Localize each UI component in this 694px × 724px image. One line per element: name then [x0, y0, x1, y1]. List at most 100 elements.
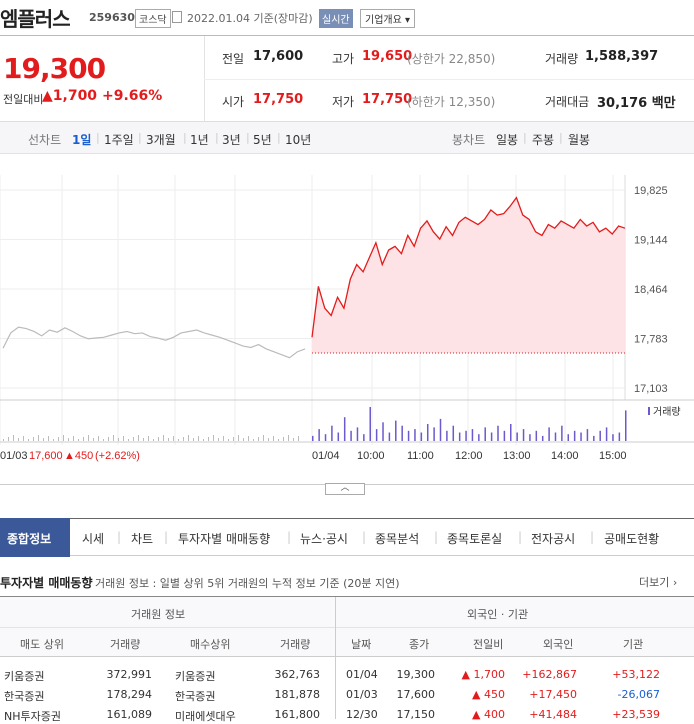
volume-bar: [103, 439, 104, 441]
candle-tab-weekly[interactable]: 주봉: [532, 133, 555, 147]
y-tick-label: 19,144: [634, 235, 668, 247]
nav-tab-disclosure[interactable]: 전자공시: [531, 532, 576, 546]
nav-tab-overview[interactable]: 종합정보: [7, 532, 52, 546]
period-tab-10y[interactable]: 10년: [285, 133, 312, 147]
col-close: 종가: [409, 638, 430, 651]
stock-code: 259630: [89, 11, 135, 24]
volume-bar: [529, 434, 531, 441]
realtime-button[interactable]: 실시간: [319, 9, 353, 28]
volume-bar: [407, 430, 410, 441]
volume-bar: [283, 437, 284, 441]
volume-bar: [490, 432, 493, 441]
base-date: 2022.01.04 기준(장마감): [187, 12, 313, 25]
high-price: 19,650: [362, 49, 413, 64]
volume-bar: [484, 427, 486, 441]
col-change: 전일비: [473, 638, 504, 651]
prev-day-date: 01/03: [0, 450, 28, 462]
col-date: 날짜: [351, 638, 372, 651]
volume-bar: [238, 435, 239, 441]
nav-tab-analysis[interactable]: 종목분석: [375, 532, 420, 546]
volume-bar: [618, 432, 621, 441]
volume-bar: [298, 436, 299, 441]
lower-limit: (하한가 12,350): [407, 95, 496, 109]
volume-bar: [497, 425, 499, 441]
cell-sell: NH투자증권: [4, 710, 61, 723]
nav-tab-chart[interactable]: 차트: [131, 532, 154, 546]
volume-bar: [580, 432, 582, 441]
nav-tab-investor[interactable]: 투자자별 매매동향: [178, 532, 271, 546]
x-tick-label: 10:00: [357, 450, 385, 462]
candle-tab-daily[interactable]: 일봉: [496, 133, 519, 147]
market-badge: 코스닥: [135, 9, 171, 28]
volume-bar: [63, 435, 64, 441]
volume-bar: [593, 435, 595, 441]
table-top-border: [0, 596, 694, 597]
volume-bar: [203, 439, 204, 441]
volume-bar: [548, 427, 550, 441]
volume-bar: [541, 435, 544, 441]
volume-bar: [243, 438, 244, 441]
cell-buy-vol: 161,800: [274, 708, 321, 721]
volume-bar: [148, 436, 149, 441]
chart-collapse-button[interactable]: ︿: [325, 483, 365, 495]
period-tab-3m[interactable]: 3개월: [146, 133, 176, 147]
divider: [0, 627, 694, 628]
divider: [204, 79, 694, 80]
x-tick-label: 12:00: [455, 450, 483, 462]
prev-day-close: 17,600: [29, 450, 63, 462]
volume-bar: [268, 438, 269, 441]
nav-tab-discussion[interactable]: 종목토론실: [447, 532, 503, 546]
volume-bar: [331, 425, 333, 441]
period-tab-1y[interactable]: 1년: [190, 133, 209, 147]
volume-bar: [535, 430, 538, 441]
period-tab-3y[interactable]: 3년: [222, 133, 241, 147]
section-title: 투자자별 매매동향: [0, 576, 93, 590]
volume-bar: [183, 437, 184, 441]
today-line: [311, 196, 626, 338]
candle-tab-monthly[interactable]: 월봉: [568, 133, 591, 147]
cell-buy-vol: 181,878: [274, 688, 321, 701]
period-tab-1d[interactable]: 1일: [72, 133, 92, 147]
divider: [335, 597, 336, 719]
prev-day-change: ▲450: [64, 450, 93, 462]
more-link[interactable]: 더보기 ›: [639, 576, 678, 589]
volume-bar: [516, 432, 518, 441]
volume-bar: [93, 438, 94, 441]
low-price: 17,750: [362, 92, 413, 107]
cell-buy: 미래에셋대우: [175, 710, 236, 723]
corp-info-dropdown[interactable]: 기업개요 ▾: [360, 9, 415, 28]
cell-buy-vol: 362,763: [274, 668, 321, 681]
volume-bar: [426, 424, 429, 441]
period-tab-1w[interactable]: 1주일: [104, 133, 134, 147]
volume-bar: [133, 437, 134, 441]
cell-close: 17,600: [396, 688, 436, 701]
volume-bar: [369, 407, 371, 441]
volume-bar: [198, 436, 199, 441]
volume-bar: [218, 438, 219, 441]
group-header-broker: 거래원 정보: [131, 608, 186, 621]
volume-bar: [158, 437, 159, 441]
volume-bar: [18, 438, 19, 441]
nav-tab-short-selling[interactable]: 공매도현황: [604, 532, 660, 546]
volume-bar: [612, 434, 614, 441]
volume-bar: [58, 437, 59, 441]
cell-sell: 키움증권: [4, 670, 45, 683]
col-foreign: 외국인: [543, 638, 574, 651]
volume-bar: [253, 439, 254, 441]
volume-bar: [143, 438, 144, 441]
nav-tab-quotes[interactable]: 시세: [82, 532, 105, 546]
high-label: 고가: [332, 52, 355, 66]
x-tick-label: 14:00: [551, 450, 579, 462]
volume-bar: [208, 437, 209, 441]
period-tab-5y[interactable]: 5년: [253, 133, 272, 147]
volume-bar: [293, 438, 294, 441]
cell-close: 17,150: [396, 708, 436, 721]
open-label: 시가: [222, 95, 245, 109]
cell-date: 01/04: [346, 668, 378, 681]
nav-tab-news[interactable]: 뉴스·공시: [300, 532, 348, 546]
volume-bar: [350, 430, 352, 441]
volume-bar: [233, 437, 234, 441]
cell-inst: +53,122: [612, 668, 660, 681]
volume-bar: [83, 437, 84, 441]
volume-bar: [343, 417, 346, 441]
